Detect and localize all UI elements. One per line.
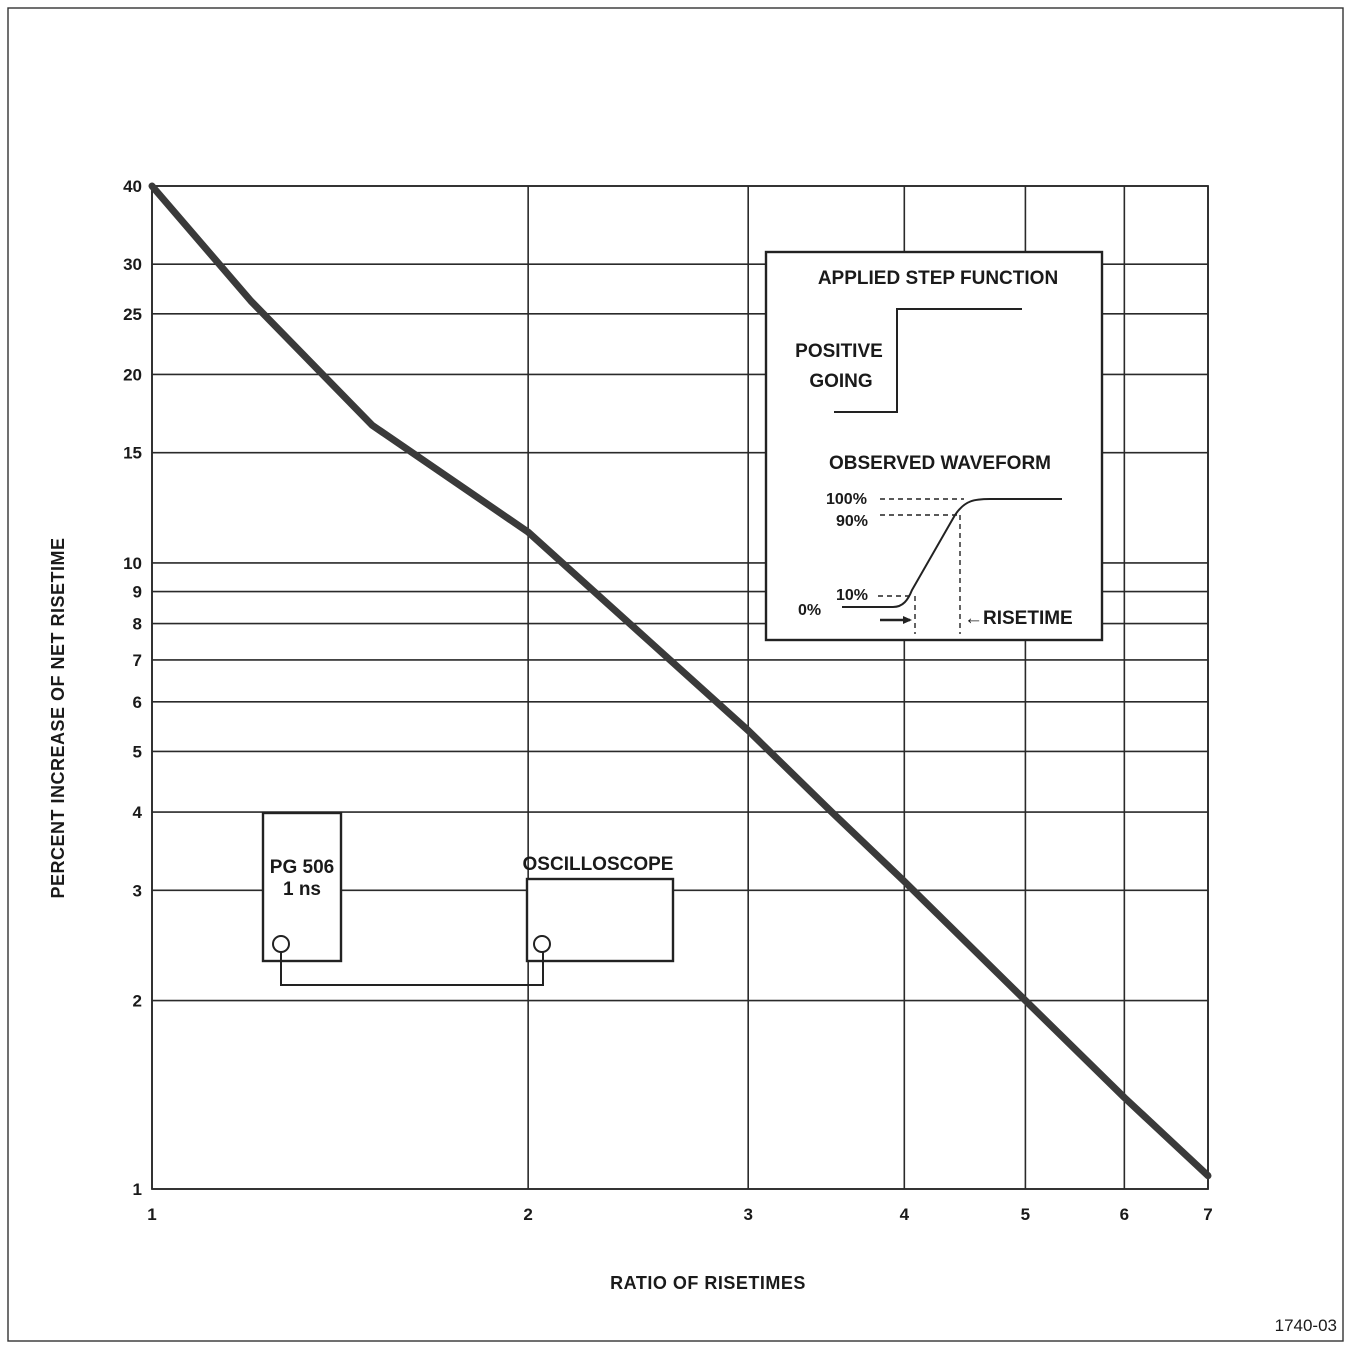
x-axis-title: RATIO OF RISETIMES [610, 1273, 806, 1293]
step-label-positive: POSITIVE [795, 341, 883, 362]
test-setup-diagram: PG 506 1 ns OSCILLOSCOPE [261, 811, 675, 986]
y-tick-label: 6 [133, 693, 142, 712]
step-function-title: APPLIED STEP FUNCTION [818, 268, 1058, 289]
y-tick-label: 2 [133, 992, 142, 1011]
y-tick-label: 7 [133, 651, 142, 670]
label-0-percent: 0% [798, 602, 821, 619]
risetime-arrowhead [903, 616, 912, 624]
oscilloscope-label: OSCILLOSCOPE [523, 854, 674, 875]
x-tick-label: 7 [1203, 1205, 1212, 1224]
y-tick-label: 8 [133, 615, 142, 634]
step-function-trace [834, 308, 1022, 413]
risetime-label: ←RISETIME [964, 608, 1073, 629]
x-tick-label: 5 [1021, 1205, 1030, 1224]
figure-frame [7, 7, 1344, 1342]
y-tick-label: 15 [123, 444, 142, 463]
waveform-title: OBSERVED WAVEFORM [829, 453, 1051, 474]
tick-labels: 1 2 3 4 5 6 7 1 2 3 4 5 6 7 8 9 10 15 20 25 30 40 [123, 177, 1213, 1224]
figure-number: 1740-03 [1275, 1316, 1337, 1335]
y-tick-label: 20 [123, 365, 142, 384]
y-tick-label: 1 [133, 1180, 142, 1199]
generator-label-model: PG 506 [270, 857, 334, 878]
generator-output-connector [272, 935, 290, 953]
x-tick-label: 3 [743, 1205, 752, 1224]
y-tick-label: 40 [123, 177, 142, 196]
x-tick-label: 4 [900, 1205, 910, 1224]
x-tick-label: 2 [523, 1205, 532, 1224]
y-tick-label: 10 [123, 554, 142, 573]
pulse-generator-box [261, 811, 343, 963]
label-10-percent: 10% [836, 587, 868, 604]
y-tick-label: 5 [133, 742, 142, 761]
y-tick-label: 3 [133, 881, 142, 900]
y-axis-title: PERCENT INCREASE OF NET RISETIME [48, 537, 68, 898]
waveform-inset: APPLIED STEP FUNCTION POSITIVE GOING OBS… [764, 250, 1104, 642]
observed-waveform-trace [842, 498, 1062, 608]
step-label-going: GOING [809, 371, 872, 392]
inset-box [764, 250, 1104, 642]
oscilloscope-input-connector [533, 935, 551, 953]
oscilloscope-box [525, 877, 675, 963]
series-group [148, 182, 1212, 1180]
x-tick-label: 1 [147, 1205, 156, 1224]
y-tick-label: 25 [123, 305, 142, 324]
x-tick-label: 6 [1120, 1205, 1129, 1224]
generator-label-rate: 1 ns [283, 879, 321, 900]
series-line [148, 182, 1212, 1180]
label-100-percent: 100% [826, 491, 867, 508]
y-tick-label: 9 [133, 583, 142, 602]
y-tick-label: 30 [123, 255, 142, 274]
label-90-percent: 90% [836, 513, 868, 530]
interconnect-cable [280, 952, 544, 986]
y-tick-label: 4 [133, 803, 143, 822]
